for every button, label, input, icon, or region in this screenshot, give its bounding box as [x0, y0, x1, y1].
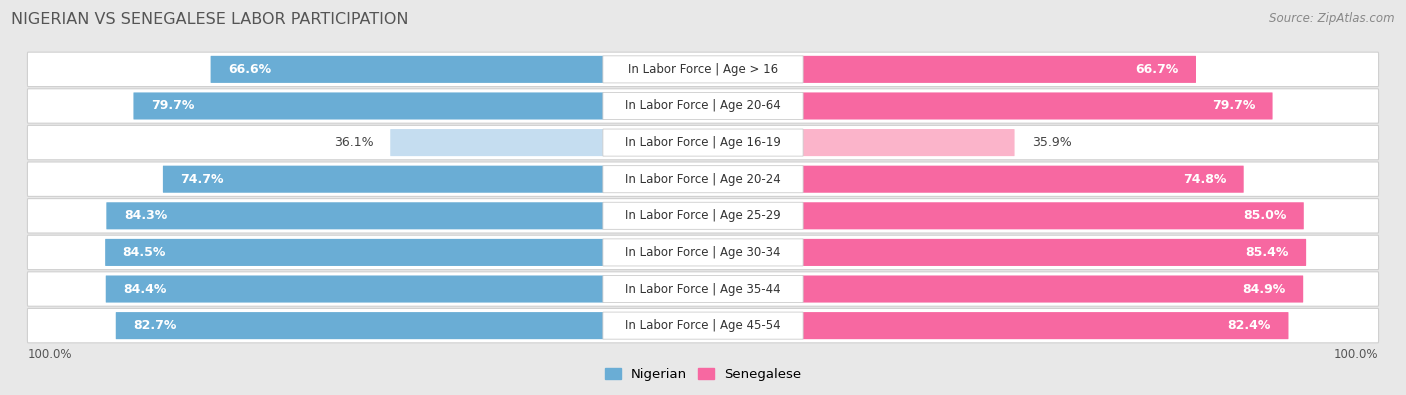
- Text: 79.7%: 79.7%: [150, 100, 194, 113]
- Text: 74.8%: 74.8%: [1182, 173, 1226, 186]
- FancyBboxPatch shape: [211, 56, 603, 83]
- Text: 82.7%: 82.7%: [134, 319, 177, 332]
- FancyBboxPatch shape: [28, 162, 1378, 196]
- FancyBboxPatch shape: [28, 235, 1378, 270]
- Text: 100.0%: 100.0%: [1334, 348, 1378, 361]
- Text: In Labor Force | Age 45-54: In Labor Force | Age 45-54: [626, 319, 780, 332]
- FancyBboxPatch shape: [803, 312, 1288, 339]
- FancyBboxPatch shape: [28, 89, 1378, 123]
- FancyBboxPatch shape: [803, 129, 1015, 156]
- FancyBboxPatch shape: [28, 272, 1378, 306]
- Text: 35.9%: 35.9%: [1032, 136, 1071, 149]
- Legend: Nigerian, Senegalese: Nigerian, Senegalese: [599, 363, 807, 386]
- Text: 84.4%: 84.4%: [124, 282, 166, 295]
- Text: 85.4%: 85.4%: [1246, 246, 1289, 259]
- FancyBboxPatch shape: [391, 129, 603, 156]
- Text: 85.0%: 85.0%: [1243, 209, 1286, 222]
- FancyBboxPatch shape: [603, 56, 803, 83]
- FancyBboxPatch shape: [603, 166, 803, 193]
- Text: 84.9%: 84.9%: [1243, 282, 1285, 295]
- Text: 79.7%: 79.7%: [1212, 100, 1256, 113]
- Text: In Labor Force | Age 20-24: In Labor Force | Age 20-24: [626, 173, 780, 186]
- FancyBboxPatch shape: [105, 275, 603, 303]
- Text: In Labor Force | Age 16-19: In Labor Force | Age 16-19: [626, 136, 780, 149]
- FancyBboxPatch shape: [803, 56, 1197, 83]
- FancyBboxPatch shape: [803, 275, 1303, 303]
- FancyBboxPatch shape: [803, 92, 1272, 120]
- Text: 66.7%: 66.7%: [1135, 63, 1178, 76]
- Text: 84.5%: 84.5%: [122, 246, 166, 259]
- Text: 84.3%: 84.3%: [124, 209, 167, 222]
- Text: Source: ZipAtlas.com: Source: ZipAtlas.com: [1270, 12, 1395, 25]
- Text: In Labor Force | Age 20-64: In Labor Force | Age 20-64: [626, 100, 780, 113]
- Text: In Labor Force | Age 30-34: In Labor Force | Age 30-34: [626, 246, 780, 259]
- Text: In Labor Force | Age 25-29: In Labor Force | Age 25-29: [626, 209, 780, 222]
- FancyBboxPatch shape: [603, 202, 803, 229]
- FancyBboxPatch shape: [803, 202, 1303, 229]
- Text: 82.4%: 82.4%: [1227, 319, 1271, 332]
- Text: In Labor Force | Age 35-44: In Labor Force | Age 35-44: [626, 282, 780, 295]
- FancyBboxPatch shape: [28, 52, 1378, 87]
- FancyBboxPatch shape: [28, 125, 1378, 160]
- FancyBboxPatch shape: [107, 202, 603, 229]
- FancyBboxPatch shape: [603, 92, 803, 120]
- FancyBboxPatch shape: [803, 166, 1244, 193]
- FancyBboxPatch shape: [603, 129, 803, 156]
- FancyBboxPatch shape: [134, 92, 603, 120]
- FancyBboxPatch shape: [115, 312, 603, 339]
- FancyBboxPatch shape: [163, 166, 603, 193]
- Text: 100.0%: 100.0%: [28, 348, 72, 361]
- FancyBboxPatch shape: [28, 199, 1378, 233]
- FancyBboxPatch shape: [603, 239, 803, 266]
- Text: 66.6%: 66.6%: [228, 63, 271, 76]
- Text: 36.1%: 36.1%: [333, 136, 373, 149]
- Text: 74.7%: 74.7%: [180, 173, 224, 186]
- Text: In Labor Force | Age > 16: In Labor Force | Age > 16: [628, 63, 778, 76]
- Text: NIGERIAN VS SENEGALESE LABOR PARTICIPATION: NIGERIAN VS SENEGALESE LABOR PARTICIPATI…: [11, 12, 409, 27]
- FancyBboxPatch shape: [603, 312, 803, 339]
- FancyBboxPatch shape: [28, 308, 1378, 343]
- FancyBboxPatch shape: [105, 239, 603, 266]
- FancyBboxPatch shape: [803, 239, 1306, 266]
- FancyBboxPatch shape: [603, 275, 803, 303]
